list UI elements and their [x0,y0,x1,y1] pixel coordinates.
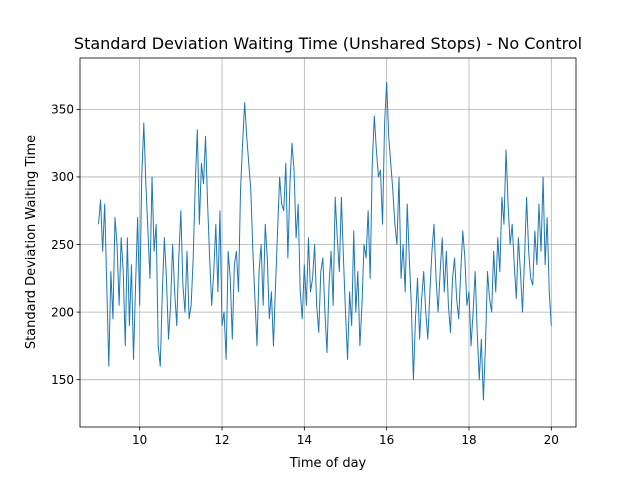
x-tick-label: 16 [379,433,394,447]
x-tick-label: 14 [297,433,312,447]
x-tick-label: 12 [214,433,229,447]
x-axis-label: Time of day [289,456,367,471]
y-tick-label: 200 [51,305,74,319]
y-tick-label: 300 [51,170,74,184]
series-line [98,81,552,401]
y-axis-ticks: 150 200 250 300 350 [51,103,80,387]
x-tick-label: 10 [132,433,147,447]
y-tick-label: 250 [51,238,74,252]
y-tick-label: 350 [51,103,74,117]
grid-lines [80,58,576,427]
axes-frame [79,57,577,428]
chart-title: Standard Deviation Waiting Time (Unshare… [74,34,582,53]
x-tick-label: 20 [544,433,559,447]
x-tick-label: 18 [461,433,476,447]
x-axis-ticks: 10 12 14 16 18 20 [132,427,559,447]
y-axis-label: Standard Deviation Waiting Time [24,135,39,349]
plot-area [98,81,552,401]
y-tick-label: 150 [51,373,74,387]
